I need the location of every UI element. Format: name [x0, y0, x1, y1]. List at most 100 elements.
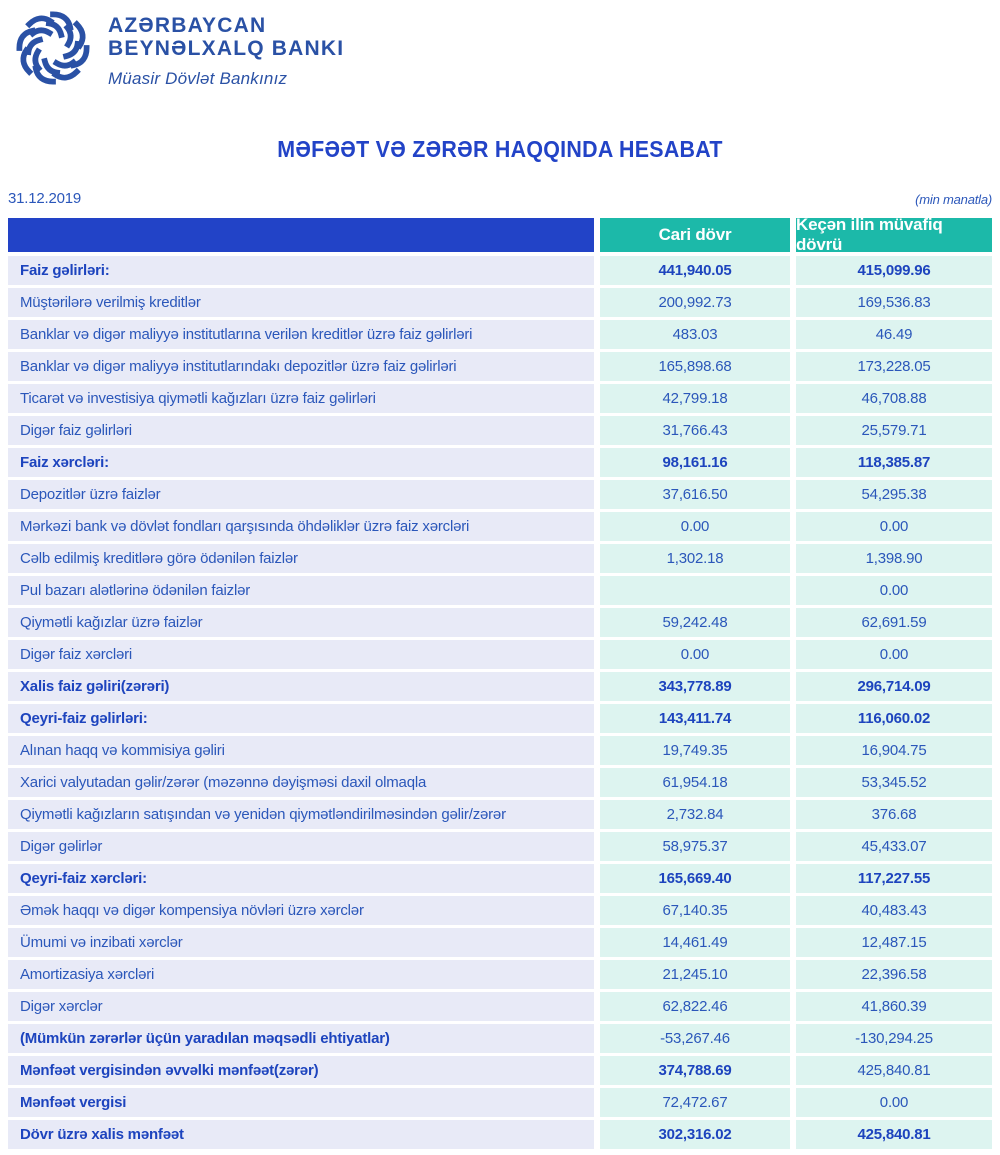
row-value-previous: 25,579.71 [796, 416, 992, 445]
row-value-previous: 296,714.09 [796, 672, 992, 701]
row-value-current: 21,245.10 [600, 960, 790, 989]
row-label: Cəlb edilmiş kreditlərə görə ödənilən fa… [8, 544, 594, 573]
row-value-previous: 173,228.05 [796, 352, 992, 381]
row-value-current: 72,472.67 [600, 1088, 790, 1117]
row-value-current: 0.00 [600, 640, 790, 669]
table-row: Qeyri-faiz xərcləri: 165,669.40 117,227.… [8, 864, 992, 893]
row-value-previous: 46,708.88 [796, 384, 992, 413]
row-value-current: 165,898.68 [600, 352, 790, 381]
row-value-previous: 117,227.55 [796, 864, 992, 893]
profit-loss-table: Cari dövr Keçən ilin müvafiq dövrü Faiz … [8, 215, 992, 1152]
row-value-previous: 376.68 [796, 800, 992, 829]
row-value-previous: 22,396.58 [796, 960, 992, 989]
row-value-previous: 0.00 [796, 640, 992, 669]
row-value-previous: 116,060.02 [796, 704, 992, 733]
table-row: Digər xərclər 62,822.46 41,860.39 [8, 992, 992, 1021]
row-label: Faiz xərcləri: [8, 448, 594, 477]
row-value-previous: 169,536.83 [796, 288, 992, 317]
table-row: Digər faiz xərcləri 0.00 0.00 [8, 640, 992, 669]
row-label: Banklar və digər maliyyə institutlarında… [8, 352, 594, 381]
row-value-current: 343,778.89 [600, 672, 790, 701]
row-value-previous: 425,840.81 [796, 1120, 992, 1149]
row-value-current: 0.00 [600, 512, 790, 541]
table-row: Xarici valyutadan gəlir/zərər (məzənnə d… [8, 768, 992, 797]
row-value-current: 165,669.40 [600, 864, 790, 893]
report-meta: 31.12.2019 (min manatla) [8, 190, 992, 207]
row-label: Müştərilərə verilmiş kreditlər [8, 288, 594, 317]
table-row: Banklar və digər maliyyə institutlarında… [8, 352, 992, 381]
bank-knot-star-icon [12, 6, 94, 90]
brand-header: AZƏRBAYCAN BEYNƏLXALQ BANKI Müasir Dövlə… [12, 6, 344, 90]
row-value-current: 1,302.18 [600, 544, 790, 573]
report-date: 31.12.2019 [8, 190, 82, 207]
row-label: Xalis faiz gəliri(zərəri) [8, 672, 594, 701]
row-label: Mərkəzi bank və dövlət fondları qarşısın… [8, 512, 594, 541]
row-value-current: 143,411.74 [600, 704, 790, 733]
row-label: Əmək haqqı və digər kompensiya növləri ü… [8, 896, 594, 925]
table-row: Cəlb edilmiş kreditlərə görə ödənilən fa… [8, 544, 992, 573]
row-value-previous: 0.00 [796, 576, 992, 605]
table-row: Digər gəlirlər 58,975.37 45,433.07 [8, 832, 992, 861]
row-value-previous: 40,483.43 [796, 896, 992, 925]
page-title: MƏFƏƏT VƏ ZƏRƏR HAQQINDA HESABAT [277, 136, 723, 162]
table-row: Xalis faiz gəliri(zərəri) 343,778.89 296… [8, 672, 992, 701]
table-row: Ticarət və investisiya qiymətli kağızlar… [8, 384, 992, 413]
row-value-previous: -130,294.25 [796, 1024, 992, 1053]
row-value-current: 302,316.02 [600, 1120, 790, 1149]
table-row: Qiymətli kağızlar üzrə faizlər 59,242.48… [8, 608, 992, 637]
row-value-current [600, 576, 790, 605]
row-value-previous: 0.00 [796, 512, 992, 541]
table-row: Pul bazarı alətlərinə ödənilən faizlər 0… [8, 576, 992, 605]
table-row: Amortizasiya xərcləri 21,245.10 22,396.5… [8, 960, 992, 989]
table-row: (Mümkün zərərlər üçün yaradılan məqsədli… [8, 1024, 992, 1053]
column-header-previous: Keçən ilin müvafiq dövrü [796, 215, 992, 254]
row-label: Pul bazarı alətlərinə ödənilən faizlər [8, 576, 594, 605]
row-label: Digər gəlirlər [8, 832, 594, 861]
row-value-previous: 0.00 [796, 1088, 992, 1117]
table-row: Faiz xərcləri: 98,161.16 118,385.87 [8, 448, 992, 477]
row-label: Banklar və digər maliyyə institutlarına … [8, 320, 594, 349]
row-value-current: 67,140.35 [600, 896, 790, 925]
row-value-current: 441,940.05 [600, 256, 790, 285]
table-row: Alınan haqq və kommisiya gəliri 19,749.3… [8, 736, 992, 765]
row-value-previous: 1,398.90 [796, 544, 992, 573]
table-row: Digər faiz gəlirləri 31,766.43 25,579.71 [8, 416, 992, 445]
row-label: Ticarət və investisiya qiymətli kağızlar… [8, 384, 594, 413]
row-label: Qiymətli kağızlar üzrə faizlər [8, 608, 594, 637]
table-row: Depozitlər üzrə faizlər 37,616.50 54,295… [8, 480, 992, 509]
row-value-current: 2,732.84 [600, 800, 790, 829]
table-row: Qeyri-faiz gəlirləri: 143,411.74 116,060… [8, 704, 992, 733]
row-label: Amortizasiya xərcləri [8, 960, 594, 989]
row-label: Faiz gəlirləri: [8, 256, 594, 285]
row-value-current: 58,975.37 [600, 832, 790, 861]
row-label: Digər xərclər [8, 992, 594, 1021]
row-value-current: 31,766.43 [600, 416, 790, 445]
unit-note: (min manatla) [915, 192, 992, 207]
row-value-previous: 415,099.96 [796, 256, 992, 285]
table-row: Mərkəzi bank və dövlət fondları qarşısın… [8, 512, 992, 541]
bank-name-line1: AZƏRBAYCAN [108, 14, 267, 37]
table-row: Dövr üzrə xalis mənfəət 302,316.02 425,8… [8, 1120, 992, 1149]
row-value-previous: 118,385.87 [796, 448, 992, 477]
row-value-current: 61,954.18 [600, 768, 790, 797]
row-value-previous: 46.49 [796, 320, 992, 349]
brand-text: AZƏRBAYCAN BEYNƏLXALQ BANKI Müasir Dövlə… [108, 6, 344, 89]
table-row: Banklar və digər maliyyə institutlarına … [8, 320, 992, 349]
row-value-previous: 12,487.15 [796, 928, 992, 957]
row-label: Dövr üzrə xalis mənfəət [8, 1120, 594, 1149]
row-label: Digər faiz xərcləri [8, 640, 594, 669]
row-value-current: 37,616.50 [600, 480, 790, 509]
row-label: Xarici valyutadan gəlir/zərər (məzənnə d… [8, 768, 594, 797]
row-label: Depozitlər üzrə faizlər [8, 480, 594, 509]
row-value-current: -53,267.46 [600, 1024, 790, 1053]
row-label: Digər faiz gəlirləri [8, 416, 594, 445]
table-header-row: Cari dövr Keçən ilin müvafiq dövrü [8, 215, 992, 254]
table-row: Mənfəət vergisi 72,472.67 0.00 [8, 1088, 992, 1117]
table-row: Mənfəət vergisindən əvvəlki mənfəət(zərə… [8, 1056, 992, 1085]
table-row: Qiymətli kağızların satışından və yenidə… [8, 800, 992, 829]
row-value-current: 19,749.35 [600, 736, 790, 765]
row-value-current: 98,161.16 [600, 448, 790, 477]
column-header-current: Cari dövr [600, 218, 790, 252]
table-row: Faiz gəlirləri: 441,940.05 415,099.96 [8, 256, 992, 285]
table-header-corner [8, 218, 594, 252]
